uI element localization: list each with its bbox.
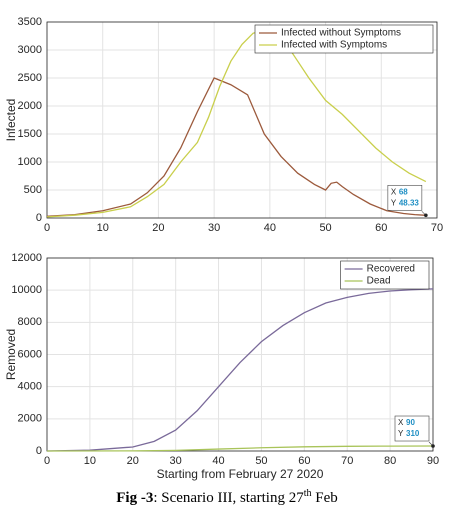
y-axis-label: Removed [4, 329, 18, 380]
datatip-box [387, 184, 423, 211]
y-tick-label: 1000 [18, 156, 42, 168]
legend-label: Infected without Symptoms [281, 28, 401, 39]
x-tick-label: 30 [170, 455, 182, 467]
legend-label: Infected with Symptoms [281, 40, 387, 51]
caption-tail: Feb [311, 490, 338, 506]
datatip-marker [424, 213, 428, 218]
series-line [46, 77, 426, 217]
x-tick-label: 60 [375, 222, 387, 234]
legend-label: Recovered [367, 264, 415, 275]
y-tick-label: 0 [36, 445, 42, 457]
x-tick-label: 70 [431, 222, 443, 234]
axes-box [46, 21, 438, 219]
x-tick-label: 50 [319, 222, 331, 234]
y-tick-label: 4000 [18, 381, 42, 393]
legend-label: Dead [367, 276, 391, 287]
y-tick-label: 1500 [18, 128, 42, 140]
caption-text: : Scenario III, starting 27 [153, 490, 304, 506]
axes-box [46, 257, 434, 452]
y-tick-label: 6000 [18, 348, 42, 360]
x-tick-label: 10 [97, 222, 109, 234]
y-tick-label: 500 [24, 184, 42, 196]
y-tick-label: 10000 [11, 284, 42, 296]
plot-area [47, 22, 437, 218]
datatip-y-value: 310 [406, 429, 420, 438]
x-axis-label: Starting from February 27 2020 [157, 467, 324, 481]
x-tick-label: 30 [208, 222, 220, 234]
datatip-x-text: X [398, 418, 404, 427]
x-tick-label: 40 [264, 222, 276, 234]
y-tick-label: 2000 [18, 413, 42, 425]
x-tick-label: 20 [127, 455, 139, 467]
y-tick-label: 12000 [11, 252, 42, 264]
datatip-x-value: 90 [406, 418, 415, 427]
x-tick-label: 0 [44, 222, 50, 234]
x-tick-label: 40 [212, 455, 224, 467]
datatip-x-text: X [391, 187, 397, 196]
legend-box [254, 24, 434, 54]
datatip-y-text: Y [398, 429, 404, 438]
datatip-y-text: Y [391, 198, 397, 207]
y-tick-label: 3000 [18, 44, 42, 56]
x-tick-label: 0 [44, 455, 50, 467]
datatip-marker [431, 444, 435, 448]
y-tick-label: 8000 [18, 316, 42, 328]
x-tick-label: 70 [341, 455, 353, 467]
caption-sup: th [303, 488, 312, 499]
y-tick-label: 0 [36, 212, 42, 224]
x-tick-label: 50 [255, 455, 267, 467]
series-line [46, 445, 434, 452]
datatip-x-value: 68 [399, 187, 408, 196]
series-line [46, 288, 434, 452]
y-tick-label: 2500 [18, 72, 42, 84]
datatip-box [394, 415, 430, 442]
datatip-y-value: 48.33 [399, 198, 420, 207]
series-line [46, 29, 427, 218]
x-tick-label: 20 [152, 222, 164, 234]
y-tick-label: 2000 [18, 100, 42, 112]
y-tick-label: 3500 [18, 16, 42, 28]
caption: Fig -3: Scenario III, starting 27th Feb [0, 488, 454, 507]
x-tick-label: 60 [298, 455, 310, 467]
x-tick-label: 90 [427, 455, 439, 467]
legend-box [340, 260, 430, 290]
y-axis-label: Infected [4, 99, 18, 142]
x-tick-label: 10 [84, 455, 96, 467]
caption-label: Fig -3 [116, 490, 154, 506]
x-tick-label: 80 [384, 455, 396, 467]
